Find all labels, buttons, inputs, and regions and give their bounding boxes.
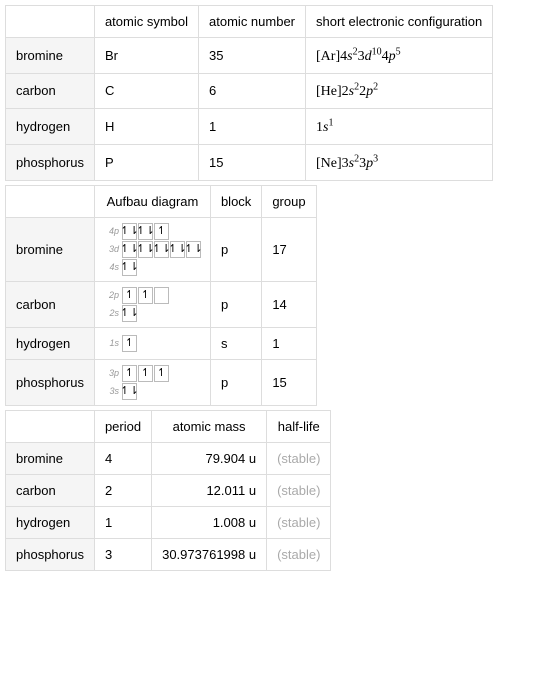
- orbital-box: ↿⇂: [138, 241, 153, 258]
- orbital-row: 3d↿⇂↿⇂↿⇂↿⇂↿⇂: [103, 241, 202, 258]
- col-header: atomic mass: [152, 410, 267, 442]
- orbital-box: ↿: [122, 335, 137, 352]
- element-name: bromine: [6, 442, 95, 474]
- econfig: [Ne]3s23p3: [306, 144, 493, 180]
- col-header: group: [262, 185, 316, 217]
- half-life: (stable): [267, 474, 331, 506]
- period: 1: [94, 506, 151, 538]
- col-header: half-life: [267, 410, 331, 442]
- element-name: carbon: [6, 474, 95, 506]
- econfig: 1s1: [306, 109, 493, 145]
- orbital-label: 1s: [103, 338, 119, 348]
- atomic-number: 35: [199, 38, 306, 74]
- orbital-box: ↿⇂: [154, 241, 169, 258]
- block: p: [210, 217, 261, 281]
- econfig: [Ar]4s23d104p5: [306, 38, 493, 74]
- orbital-label: 4s: [103, 262, 119, 272]
- empty-header: [6, 6, 95, 38]
- aufbau-diagram: 1s↿: [94, 327, 210, 359]
- half-life: (stable): [267, 442, 331, 474]
- orbital-row: 3p↿↿↿: [103, 365, 202, 382]
- atomic-mass: 12.011 u: [152, 474, 267, 506]
- atomic-symbol: Br: [94, 38, 198, 74]
- orbital-box: ↿: [122, 287, 137, 304]
- element-name: hydrogen: [6, 109, 95, 145]
- orbital-box: ↿⇂: [122, 259, 137, 276]
- element-name: phosphorus: [6, 144, 95, 180]
- orbital-label: 4p: [103, 226, 119, 236]
- orbital-row: 3s↿⇂: [103, 383, 202, 400]
- element-name: phosphorus: [6, 359, 95, 405]
- element-name: phosphorus: [6, 538, 95, 570]
- col-header: Aufbau diagram: [94, 185, 210, 217]
- atomic-symbol: P: [94, 144, 198, 180]
- col-header: atomic number: [199, 6, 306, 38]
- group: 15: [262, 359, 316, 405]
- orbital-row: 1s↿: [103, 335, 202, 352]
- element-name: bromine: [6, 217, 95, 281]
- atomic-mass: 30.973761998 u: [152, 538, 267, 570]
- aufbau-diagram: 4p↿⇂↿⇂↿3d↿⇂↿⇂↿⇂↿⇂↿⇂4s↿⇂: [94, 217, 210, 281]
- col-header: short electronic configuration: [306, 6, 493, 38]
- block: p: [210, 359, 261, 405]
- orbital-box: ↿⇂: [122, 241, 137, 258]
- atomic-mass: 79.904 u: [152, 442, 267, 474]
- table-basic-props: atomic symbolatomic numbershort electron…: [5, 5, 493, 181]
- col-header: period: [94, 410, 151, 442]
- orbital-box: ↿: [154, 223, 169, 240]
- col-header: block: [210, 185, 261, 217]
- orbital-box: ↿⇂: [138, 223, 153, 240]
- orbital-label: 3d: [103, 244, 119, 254]
- orbital-row: 2s↿⇂: [103, 305, 202, 322]
- orbital-box: ↿: [138, 287, 153, 304]
- group: 1: [262, 327, 316, 359]
- group: 17: [262, 217, 316, 281]
- orbital-label: 2s: [103, 308, 119, 318]
- orbital-box: ↿: [138, 365, 153, 382]
- atomic-number: 15: [199, 144, 306, 180]
- element-name: carbon: [6, 73, 95, 109]
- half-life: (stable): [267, 538, 331, 570]
- orbital-box: ↿: [154, 365, 169, 382]
- empty-header: [6, 185, 95, 217]
- orbital-label: 2p: [103, 290, 119, 300]
- table-period-mass: periodatomic masshalf-life bromine 4 79.…: [5, 410, 331, 571]
- element-name: hydrogen: [6, 327, 95, 359]
- orbital-box: ↿⇂: [170, 241, 185, 258]
- atomic-symbol: H: [94, 109, 198, 145]
- element-name: carbon: [6, 281, 95, 327]
- atomic-mass: 1.008 u: [152, 506, 267, 538]
- element-name: bromine: [6, 38, 95, 74]
- orbital-box: ↿⇂: [122, 223, 137, 240]
- period: 4: [94, 442, 151, 474]
- orbital-box: [154, 287, 169, 304]
- empty-header: [6, 410, 95, 442]
- orbital-box: ↿: [122, 365, 137, 382]
- atomic-symbol: C: [94, 73, 198, 109]
- aufbau-diagram: 2p↿↿2s↿⇂: [94, 281, 210, 327]
- block: p: [210, 281, 261, 327]
- col-header: atomic symbol: [94, 6, 198, 38]
- orbital-box: ↿⇂: [122, 305, 137, 322]
- orbital-row: 4p↿⇂↿⇂↿: [103, 223, 202, 240]
- block: s: [210, 327, 261, 359]
- element-name: hydrogen: [6, 506, 95, 538]
- orbital-row: 4s↿⇂: [103, 259, 202, 276]
- period: 3: [94, 538, 151, 570]
- aufbau-diagram: 3p↿↿↿3s↿⇂: [94, 359, 210, 405]
- table-aufbau: Aufbau diagramblockgroup bromine 4p↿⇂↿⇂↿…: [5, 185, 317, 406]
- orbital-box: ↿⇂: [186, 241, 201, 258]
- orbital-label: 3p: [103, 368, 119, 378]
- atomic-number: 1: [199, 109, 306, 145]
- half-life: (stable): [267, 506, 331, 538]
- atomic-number: 6: [199, 73, 306, 109]
- group: 14: [262, 281, 316, 327]
- orbital-box: ↿⇂: [122, 383, 137, 400]
- orbital-label: 3s: [103, 386, 119, 396]
- econfig: [He]2s22p2: [306, 73, 493, 109]
- orbital-row: 2p↿↿: [103, 287, 202, 304]
- period: 2: [94, 474, 151, 506]
